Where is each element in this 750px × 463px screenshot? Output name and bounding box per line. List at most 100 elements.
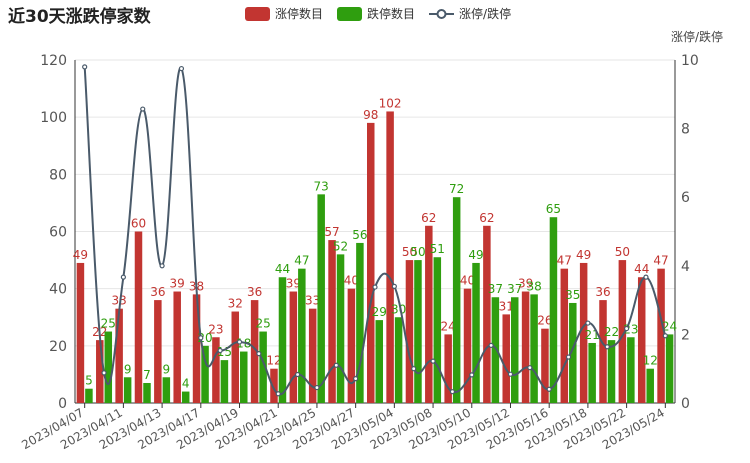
data-label-limit-down: 37 [507, 282, 522, 296]
data-label-limit-up: 12 [266, 354, 281, 368]
data-label-limit-up: 44 [634, 262, 649, 276]
bar-limit-up [618, 260, 627, 403]
bar-limit-up [560, 268, 569, 403]
data-label-limit-up: 49 [73, 248, 88, 262]
ratio-point [353, 376, 359, 382]
data-label-limit-up: 23 [208, 322, 223, 336]
legend-item-limit-down[interactable]: 跌停数目 [337, 5, 415, 22]
legend-item-ratio[interactable]: 涨停/跌停 [429, 5, 511, 22]
data-label-limit-down: 9 [163, 362, 171, 376]
bar-limit-up [637, 277, 646, 403]
data-label-limit-down: 9 [124, 362, 132, 376]
data-label-limit-down: 22 [604, 325, 619, 339]
data-label-limit-down: 73 [314, 179, 329, 193]
data-label-limit-up: 36 [150, 285, 165, 299]
bar-limit-up [521, 291, 530, 403]
ratio-point [314, 384, 320, 391]
bar-limit-up [289, 291, 298, 403]
ratio-point [159, 263, 165, 269]
ratio-point [294, 371, 301, 378]
data-label-limit-down: 52 [333, 239, 348, 253]
bar-limit-down [181, 391, 190, 403]
legend-item-limit-up[interactable]: 涨停数目 [245, 5, 323, 22]
bar-limit-down [530, 294, 538, 403]
bar-limit-up [173, 291, 181, 403]
y2-tick-label: 6 [681, 190, 690, 206]
y2-tick-label: 8 [681, 122, 690, 138]
bar-limit-up [599, 300, 607, 403]
data-label-limit-down: 51 [430, 242, 445, 256]
ratio-point [507, 371, 514, 377]
bar-limit-down [162, 377, 171, 403]
ratio-point [449, 389, 456, 395]
data-label-limit-up: 47 [557, 254, 572, 268]
data-label-limit-up: 49 [576, 248, 591, 262]
data-label-limit-up: 36 [595, 285, 610, 299]
bar-limit-down [472, 262, 480, 403]
bar-limit-up [96, 340, 104, 403]
bar-limit-down [607, 340, 616, 403]
data-label-limit-down: 7 [143, 368, 151, 382]
bar-limit-down [356, 242, 364, 403]
ratio-point [565, 354, 572, 360]
data-label-limit-up: 26 [537, 314, 552, 328]
bar-limit-up [347, 288, 356, 403]
bar-limit-up [502, 314, 510, 403]
data-label-limit-down: 38 [526, 279, 541, 293]
bar-limit-up [192, 294, 201, 403]
bar-limit-up [250, 300, 259, 403]
data-label-limit-up: 33 [305, 294, 320, 308]
bar-limit-up [386, 111, 394, 403]
bar-limit-up [270, 368, 278, 403]
legend: 涨停数目 跌停数目 涨停/跌停 [245, 5, 511, 22]
data-label-limit-down: 65 [546, 202, 561, 216]
data-label-limit-up: 40 [344, 274, 359, 288]
ratio-point [527, 365, 533, 371]
bar-limit-down [665, 334, 674, 403]
bar-limit-down [85, 388, 93, 403]
bar-limit-down [510, 297, 519, 403]
bar-limit-down [433, 257, 442, 403]
y-tick-label: 40 [49, 282, 67, 298]
data-label-limit-up: 39 [170, 277, 185, 291]
y-tick-label: 60 [49, 225, 67, 241]
data-label-limit-down: 56 [352, 228, 367, 242]
data-label-limit-up: 40 [460, 274, 475, 288]
data-label-limit-up: 31 [499, 299, 514, 313]
data-label-limit-down: 5 [85, 374, 93, 388]
bar-limit-up [425, 225, 433, 403]
legend-label-limit-up: 涨停数目 [275, 7, 324, 21]
y-tick-label: 80 [49, 167, 67, 183]
legend-label-limit-down: 跌停数目 [367, 7, 416, 21]
ratio-point [604, 344, 610, 350]
ratio-point [469, 372, 475, 378]
data-label-limit-up: 62 [421, 211, 436, 225]
data-label-limit-up: 24 [441, 319, 456, 333]
ratio-point [372, 284, 378, 290]
data-label-limit-down: 24 [662, 319, 677, 333]
bar-limit-up [212, 337, 220, 403]
bar-limit-down [240, 351, 248, 403]
ratio-point [178, 65, 185, 72]
bar-limit-down [549, 217, 558, 403]
data-label-limit-up: 36 [247, 285, 262, 299]
ratio-point [624, 325, 630, 332]
bar-limit-down [394, 317, 403, 403]
bar-limit-down [491, 297, 500, 403]
bar-limit-down [569, 302, 577, 403]
bar-limit-up [231, 311, 240, 403]
bar-limit-up [579, 262, 588, 403]
ratio-point [643, 274, 649, 280]
bar-limit-up [308, 308, 317, 403]
data-label-limit-up: 60 [131, 217, 146, 231]
data-label-limit-down: 35 [565, 288, 580, 302]
y2-tick-label: 0 [681, 396, 690, 412]
data-label-limit-up: 33 [111, 294, 126, 308]
ratio-point [411, 366, 417, 372]
data-label-limit-up: 50 [615, 245, 630, 259]
bar-limit-down [298, 268, 306, 403]
data-label-limit-down: 37 [488, 282, 503, 296]
ratio-point [275, 391, 281, 397]
chart-title: 近30天涨跌停家数 [8, 7, 151, 27]
